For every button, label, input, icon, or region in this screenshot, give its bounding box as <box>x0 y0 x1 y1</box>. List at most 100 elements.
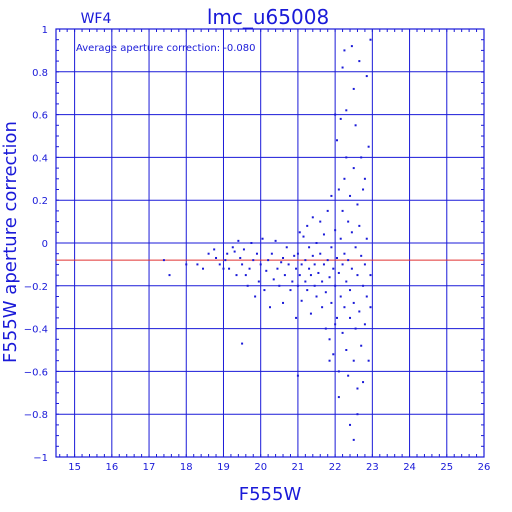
data-point <box>257 280 260 283</box>
data-point <box>354 246 357 249</box>
data-point <box>352 438 355 441</box>
data-point <box>354 124 357 127</box>
data-point <box>282 301 285 304</box>
data-point <box>343 306 346 309</box>
data-point <box>282 256 285 259</box>
data-point <box>237 239 240 242</box>
data-point <box>324 327 327 330</box>
data-point <box>295 267 298 270</box>
plot-grid <box>55 28 485 458</box>
data-point <box>349 316 352 319</box>
data-point <box>289 289 292 292</box>
data-point <box>250 242 253 244</box>
data-point <box>335 316 338 319</box>
data-point <box>293 254 296 257</box>
data-point <box>352 301 355 304</box>
data-point <box>254 295 257 298</box>
data-point <box>233 250 236 253</box>
data-point <box>252 259 255 262</box>
data-point <box>231 246 234 249</box>
data-point <box>363 177 366 180</box>
data-point <box>241 263 244 266</box>
data-point <box>296 374 299 377</box>
data-point <box>311 216 314 219</box>
data-point <box>356 203 359 206</box>
data-point <box>369 38 372 41</box>
data-point <box>319 252 322 255</box>
data-point <box>330 301 333 304</box>
data-point <box>321 280 324 283</box>
data-point <box>339 295 342 298</box>
data-point <box>324 291 327 294</box>
x-tick-label: 19 <box>217 462 230 473</box>
data-point <box>291 280 294 283</box>
x-tick-label: 21 <box>292 462 305 473</box>
data-point <box>168 274 171 277</box>
data-point <box>224 259 227 262</box>
data-point <box>328 276 331 279</box>
chip-label: WF4 <box>81 11 112 27</box>
data-point <box>287 263 290 266</box>
data-point <box>298 274 301 277</box>
data-point <box>239 256 242 259</box>
data-point <box>309 274 312 277</box>
data-point <box>315 242 318 244</box>
data-point <box>322 263 325 266</box>
y-tick-label: 0 <box>42 239 48 250</box>
data-point <box>242 248 245 251</box>
data-point <box>328 338 331 341</box>
x-tick-label: 22 <box>329 462 342 473</box>
data-point <box>278 284 281 287</box>
data-point <box>311 254 314 257</box>
data-point <box>322 233 325 236</box>
data-point <box>369 274 372 277</box>
data-point <box>343 49 346 52</box>
data-point <box>226 252 229 255</box>
data-point <box>285 246 288 249</box>
data-point <box>335 256 338 259</box>
x-tick-label: 25 <box>440 462 453 473</box>
data-point <box>345 109 348 112</box>
data-point <box>296 252 299 255</box>
data-point <box>334 323 337 326</box>
data-point <box>358 224 361 227</box>
data-point <box>347 374 350 377</box>
data-point <box>162 259 165 262</box>
x-tick-label: 26 <box>478 462 491 473</box>
data-point <box>332 267 335 270</box>
data-point <box>332 353 335 356</box>
data-point <box>259 263 262 266</box>
x-tick-label: 16 <box>105 462 118 473</box>
data-point <box>345 156 348 159</box>
data-point <box>349 289 352 292</box>
y-tick-label: −0.6 <box>24 367 48 378</box>
data-point <box>363 323 366 326</box>
tick-labels: 15 16 17 18 19 20 21 22 23 24 25 26 −1 −0.8 −0.6 −0.4 −0… <box>24 25 491 473</box>
y-tick-label: 0.8 <box>32 68 48 79</box>
y-tick-label: −0.4 <box>24 325 48 336</box>
data-point <box>306 224 309 227</box>
data-point <box>255 252 258 255</box>
data-point <box>358 310 361 313</box>
data-point <box>202 267 205 270</box>
data-point <box>337 271 340 274</box>
data-point <box>263 289 266 292</box>
data-point <box>352 87 355 90</box>
data-point <box>345 349 348 351</box>
data-point <box>354 327 357 330</box>
data-point <box>360 344 363 347</box>
data-point <box>363 263 366 266</box>
data-point <box>228 267 231 270</box>
data-point <box>283 274 286 277</box>
x-tick-label: 15 <box>68 462 81 473</box>
y-tick-label: −0.8 <box>24 410 48 421</box>
data-point <box>349 423 352 426</box>
data-point <box>343 252 346 255</box>
data-point <box>339 117 342 120</box>
data-point <box>337 396 340 399</box>
data-point <box>356 387 359 390</box>
data-point <box>319 220 322 223</box>
data-point <box>356 274 359 277</box>
data-point <box>358 60 361 63</box>
